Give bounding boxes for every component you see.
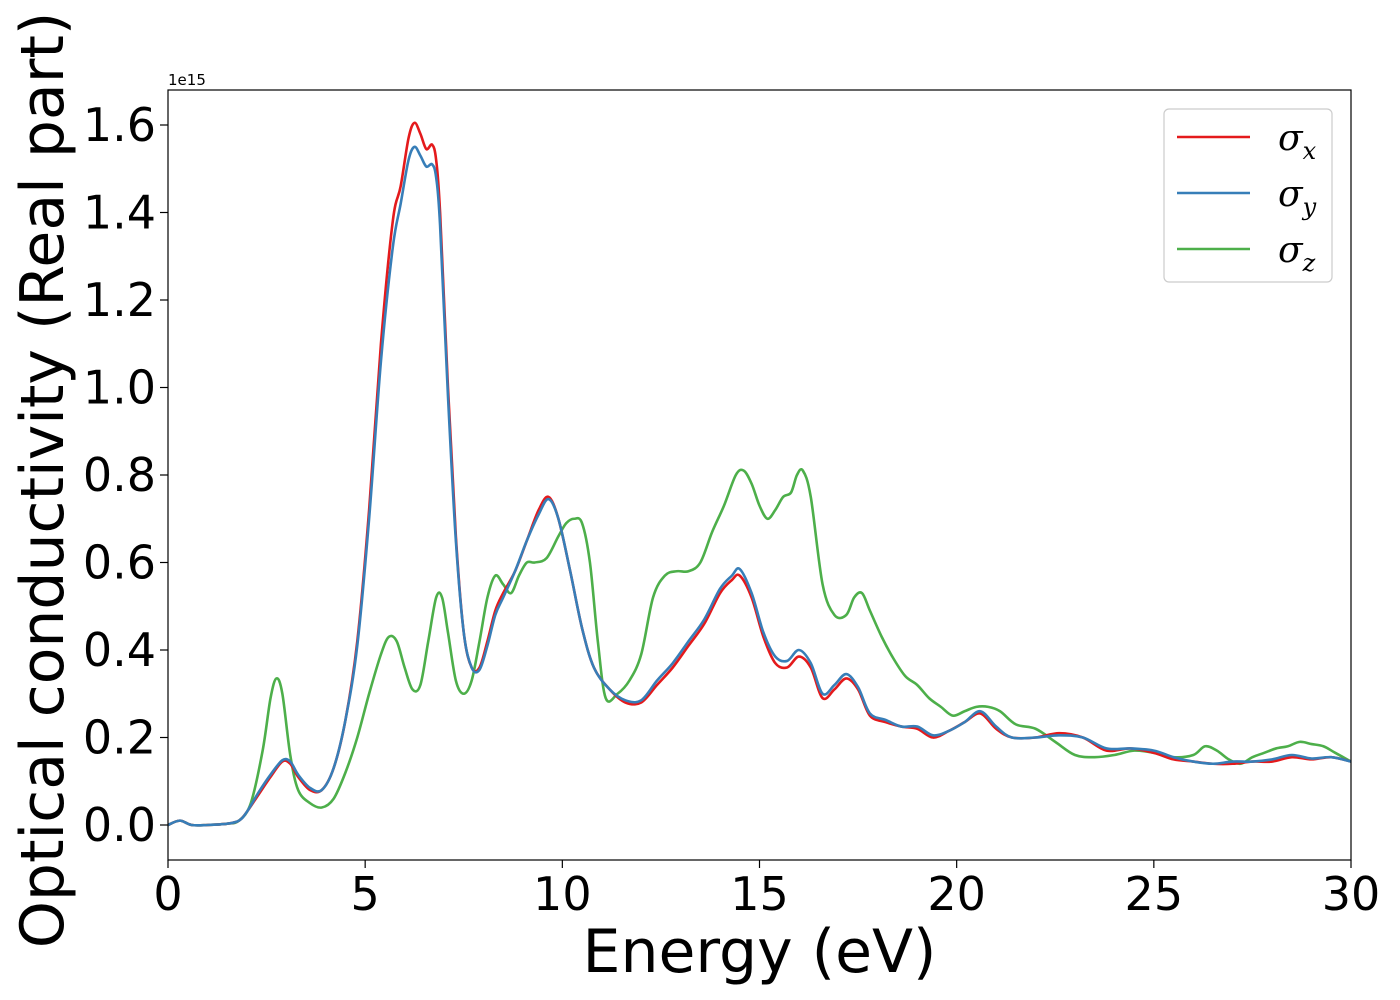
x-axis-label: Energy (eV) <box>583 917 937 987</box>
series-layer <box>168 121 1351 827</box>
x-tick-label: 15 <box>730 867 789 921</box>
legend-label-y: σy <box>1278 174 1317 221</box>
y-tick-label: 1.2 <box>83 273 156 327</box>
legend: σx σy σz <box>1163 108 1333 283</box>
x-tick-label: 0 <box>153 867 182 921</box>
series-line-y <box>168 145 1351 827</box>
y-tick-label: 1.4 <box>83 186 156 240</box>
y-tick-label: 0.8 <box>83 448 156 502</box>
legend-box <box>1163 108 1333 283</box>
y-tick-label: 1.0 <box>83 361 156 415</box>
x-tick-label: 20 <box>927 867 986 921</box>
y-tick-label: 0.0 <box>83 798 156 852</box>
x-tick-label: 25 <box>1125 867 1184 921</box>
y-axis-label: Optical conductivity (Real part) <box>8 12 78 949</box>
legend-label-x: σx <box>1278 118 1317 165</box>
y-tick-label: 0.2 <box>83 711 156 765</box>
x-tick-label: 5 <box>351 867 380 921</box>
x-axis-ticks: 0 5 10 15 20 25 30 <box>153 860 1380 921</box>
x-tick-label: 30 <box>1322 867 1381 921</box>
series-line-z <box>168 467 1351 827</box>
x-tick-label: 10 <box>533 867 592 921</box>
y-axis-ticks: 0.0 0.2 0.4 0.6 0.8 1.0 1.2 1.4 1.6 <box>83 98 168 852</box>
y-tick-label: 0.4 <box>83 623 156 677</box>
y-tick-label: 0.6 <box>83 536 156 590</box>
y-tick-label: 1.6 <box>83 98 156 152</box>
legend-label-z: σz <box>1278 230 1316 277</box>
y-offset-label: 1e15 <box>168 71 206 89</box>
